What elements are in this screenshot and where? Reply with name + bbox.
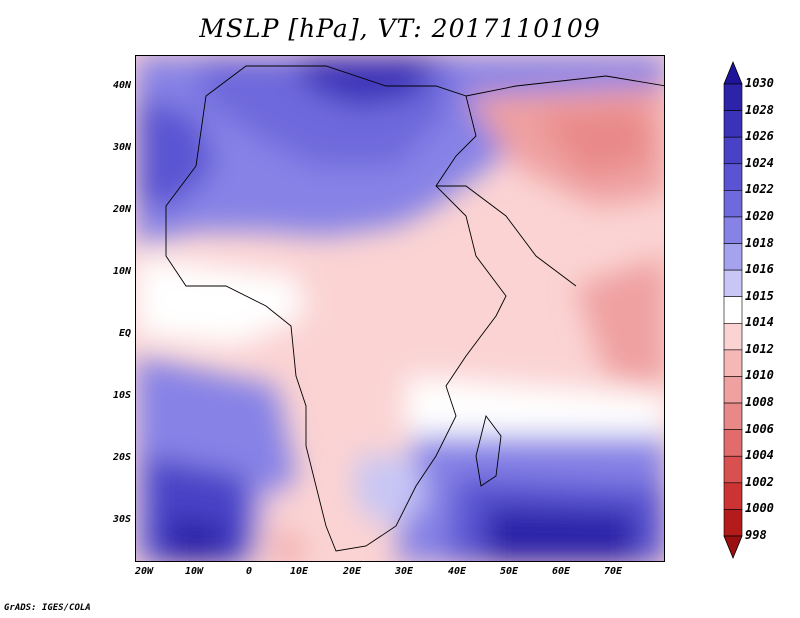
lat-label: 40N (112, 80, 131, 91)
colorbar-segment (723, 482, 743, 510)
lat-label: EQ (118, 328, 131, 339)
colorbar-label: 1030 (745, 76, 774, 90)
colorbar-top-arrow (723, 60, 743, 85)
colorbar-segment (723, 376, 743, 404)
lon-label: 20E (343, 566, 362, 577)
colorbar-segment (723, 136, 743, 165)
lat-label: 30N (112, 142, 131, 153)
colorbar-segment (723, 269, 743, 298)
colorbar-label: 1014 (745, 315, 774, 330)
lon-label: 50E (500, 566, 519, 577)
colorbar-label: 1000 (745, 501, 774, 516)
lat-label: 20N (112, 204, 131, 215)
colorbar-label: 1028 (745, 102, 774, 117)
colorbar-segment (723, 83, 743, 111)
lon-label: 60E (552, 566, 571, 577)
colorbar-bottom-arrow (723, 535, 743, 560)
colorbar-segment (723, 216, 743, 244)
colorbar-segment (723, 163, 743, 191)
lon-label: 70E (604, 566, 623, 577)
colorbar-segment (723, 190, 743, 218)
colorbar-segment (723, 402, 743, 430)
lon-label: 30E (395, 566, 414, 577)
colorbar-segment (723, 349, 743, 377)
colorbar-segment (723, 243, 743, 271)
lat-label: 10N (112, 266, 131, 277)
coastlines (165, 65, 664, 552)
lon-label: 10E (290, 566, 309, 577)
credit-text: GrADS: IGES/COLA (4, 603, 91, 613)
colorbar-segment (723, 429, 743, 457)
colorbar-segment (723, 509, 743, 537)
chart-title: MSLP [hPa], VT: 2017110109 (199, 14, 601, 43)
lon-label: 0 (246, 566, 253, 577)
colorbar-label: 1026 (745, 129, 774, 144)
colorbar-label: 1010 (745, 368, 774, 383)
pressure-shading (136, 56, 664, 561)
pressure-map (135, 55, 665, 562)
colorbar-label: 998 (745, 528, 767, 542)
pressure-field (136, 56, 664, 561)
colorbar-segment (723, 322, 743, 351)
lon-label: 10W (185, 566, 204, 577)
colorbar-label: 1016 (745, 262, 774, 277)
colorbar-label: 1015 (745, 288, 774, 303)
colorbar-segment (723, 455, 743, 484)
colorbar-segment (723, 110, 743, 138)
colorbar-label: 1024 (745, 155, 774, 170)
lat-label: 10S (112, 390, 131, 401)
lon-label: 20W (135, 566, 154, 577)
colorbar-segment (723, 296, 743, 324)
colorbar-label: 1018 (745, 235, 774, 250)
colorbar-label: 1004 (745, 448, 774, 463)
colorbar-label: 1022 (745, 182, 774, 197)
lon-label: 40E (448, 566, 467, 577)
colorbar-label: 1012 (745, 341, 774, 356)
colorbar-label: 1008 (745, 395, 774, 410)
colorbar-label: 1006 (745, 421, 774, 436)
colorbar-label: 1020 (745, 208, 774, 223)
lat-label: 30S (112, 514, 131, 525)
lat-label: 20S (112, 452, 131, 463)
colorbar (723, 60, 743, 560)
colorbar-label: 1002 (745, 474, 774, 489)
